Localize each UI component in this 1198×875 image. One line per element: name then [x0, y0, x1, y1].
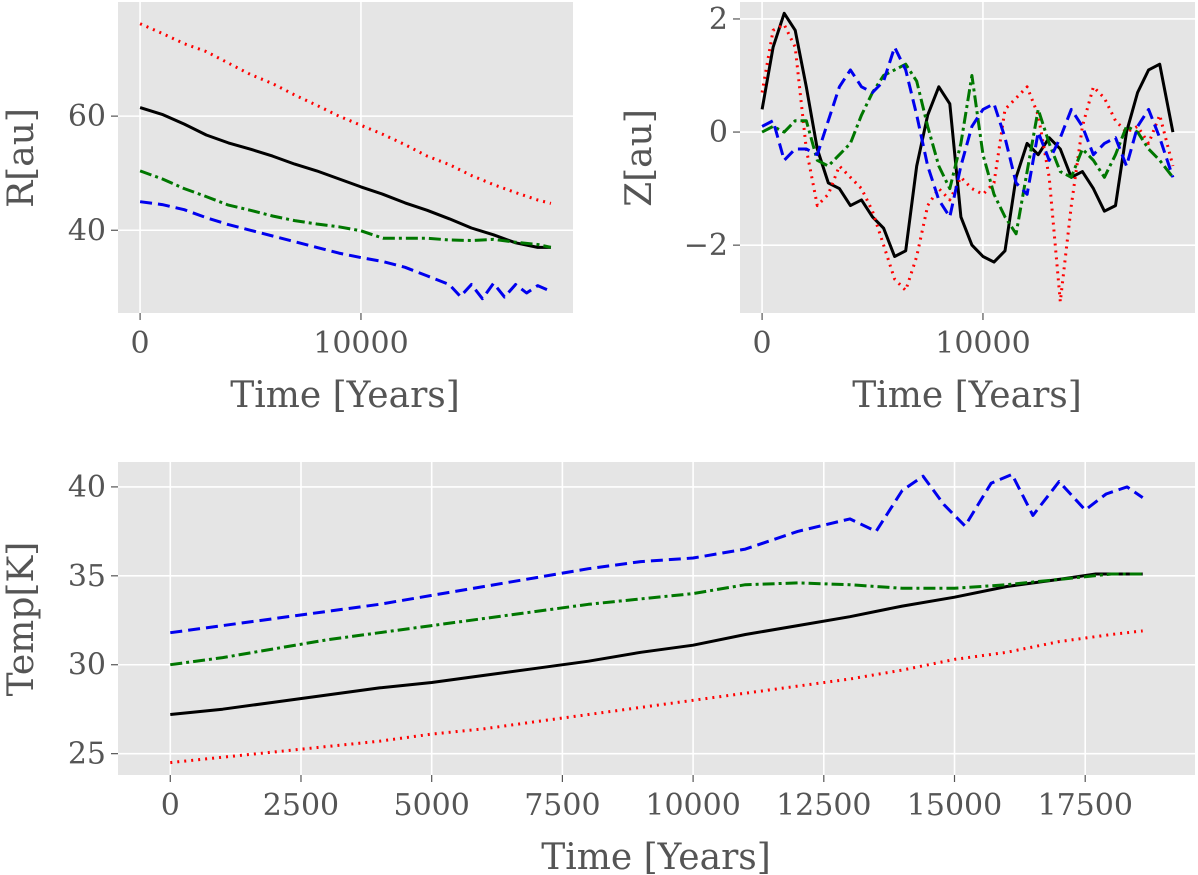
temp-xtick-label-7: 17500: [1037, 788, 1132, 823]
temp-xtick-label-0: 0: [161, 788, 180, 823]
z-panel: 0 10000 −2 0 2 Time [Years] Z[au]: [619, 2, 1195, 416]
z-ticks: 0 10000 −2 0 2: [684, 2, 1031, 361]
z-ytick-label-1: 0: [709, 115, 728, 150]
r-xlabel: Time [Years]: [230, 375, 460, 416]
r-series-red: [139, 22, 552, 205]
temp-ytick-label-0: 25: [68, 737, 106, 772]
z-plot-area: [740, 2, 1195, 313]
z-xtick-label-1: 10000: [935, 326, 1030, 361]
r-series: [139, 22, 552, 301]
temp-xlabel: Time [Years]: [541, 837, 771, 875]
temp-series-blue: [170, 472, 1144, 635]
z-xtick-label-0: 0: [753, 326, 772, 361]
r-ytick-label-1: 60: [68, 99, 106, 134]
temp-ytick-label-1: 30: [68, 648, 106, 683]
temp-xtick-label-4: 10000: [645, 788, 740, 823]
r-series-blue: [139, 200, 552, 301]
z-ylabel: Z[au]: [619, 109, 660, 207]
r-series-green: [139, 169, 552, 249]
r-xtick-label-0: 0: [131, 326, 150, 361]
temp-xtick-label-3: 7500: [524, 788, 600, 823]
temp-xtick-label-1: 2500: [263, 788, 339, 823]
z-series-black: [760, 11, 1175, 264]
temp-ticks: 0 2500 5000 7500 10000 12500 15000 17500 25 30 35 4…: [68, 470, 1133, 823]
temp-grid: [118, 462, 1195, 775]
temp-series: [170, 472, 1144, 765]
temp-plot-area: [118, 462, 1195, 775]
temp-ytick-label-2: 35: [68, 559, 106, 594]
r-grid: [118, 2, 573, 313]
r-panel: 0 10000 40 60 Time [Years] R[au]: [1, 2, 573, 416]
z-series-green: [761, 62, 1175, 236]
r-ytick-label-0: 40: [68, 213, 106, 248]
temp-ytick-label-3: 40: [68, 470, 106, 505]
temp-series-green: [170, 572, 1143, 667]
temp-xtick-label-5: 12500: [776, 788, 871, 823]
r-series-black: [139, 106, 551, 249]
z-series-blue: [761, 45, 1175, 219]
z-xlabel: Time [Years]: [852, 375, 1082, 416]
z-series: [760, 11, 1175, 304]
temp-panel: 0 2500 5000 7500 10000 12500 15000 17500 25 30 35 4…: [1, 462, 1195, 875]
z-grid: [740, 2, 1195, 313]
temp-xtick-label-2: 5000: [394, 788, 470, 823]
r-plot-area: [118, 2, 573, 313]
z-series-red: [760, 23, 1175, 304]
z-ytick-label-2: 2: [709, 2, 728, 37]
r-ylabel: R[au]: [1, 108, 42, 208]
r-ticks: 0 10000 40 60: [68, 99, 409, 361]
temp-series-black: [170, 572, 1143, 716]
z-ytick-label-0: −2: [684, 228, 728, 263]
r-xtick-label-1: 10000: [313, 326, 408, 361]
temp-xtick-label-6: 15000: [907, 788, 1002, 823]
temp-ylabel: Temp[K]: [1, 542, 42, 697]
